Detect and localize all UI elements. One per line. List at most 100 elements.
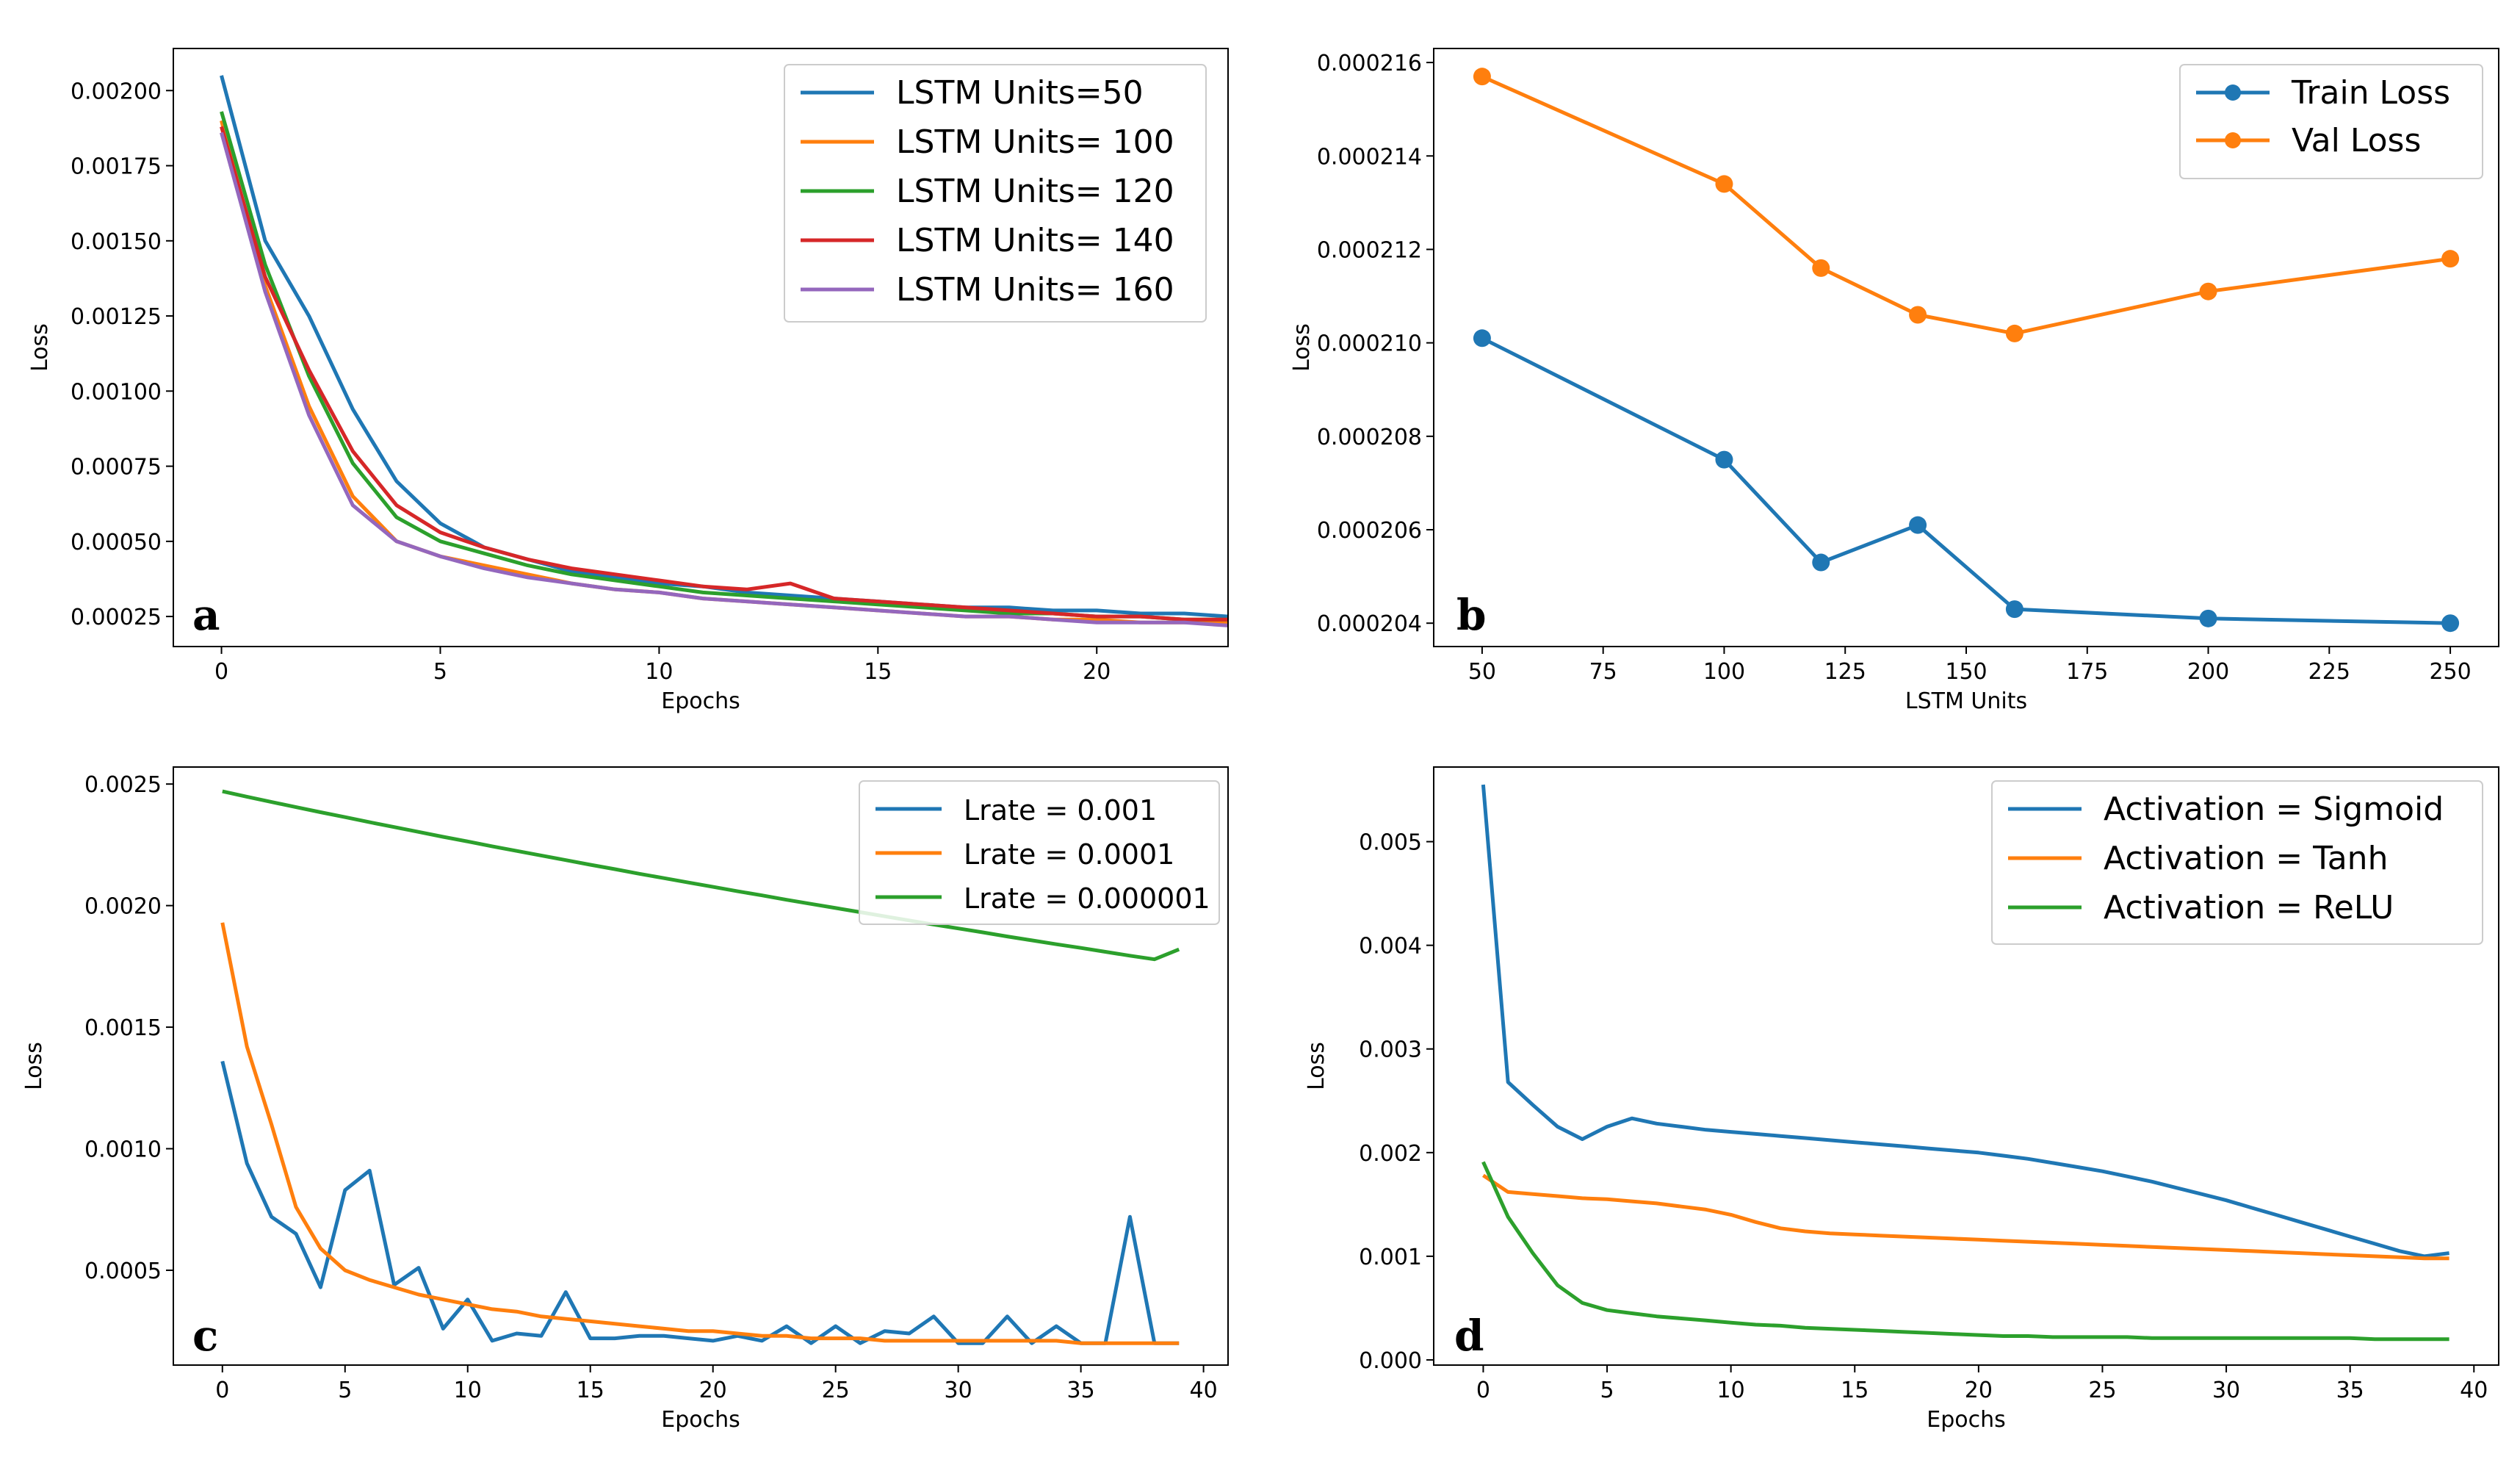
data-point: [2005, 324, 2023, 342]
legend-label: LSTM Units= 120: [896, 173, 1174, 210]
y-tick-label: 0.002: [1359, 1141, 1422, 1167]
data-point: [2441, 250, 2460, 268]
x-axis-label: Epochs: [661, 1407, 740, 1433]
plot-area: [220, 75, 1228, 627]
x-tick-label: 100: [1703, 659, 1745, 685]
series-line-1: [1481, 336, 2451, 625]
y-tick-label: 0.003: [1359, 1037, 1422, 1063]
legend-label: Train Loss: [2291, 74, 2450, 112]
x-tick-label: 250: [2429, 659, 2471, 685]
legend-label: Lrate = 0.000001: [964, 882, 1210, 915]
legend-marker: [2225, 132, 2241, 148]
chart-panel-b: 50 75 100 125 150 175 200 225 250 0.000204 0.00020…: [1289, 48, 2499, 714]
x-tick-label: 0: [215, 1378, 229, 1403]
y-axis-label: Loss: [21, 1042, 47, 1090]
x-tick-label: 5: [433, 659, 447, 685]
legend-label: LSTM Units= 140: [896, 222, 1174, 259]
y-tick-label: 0.0010: [84, 1137, 162, 1163]
data-point: [2199, 609, 2217, 627]
x-tick-label: 125: [1824, 659, 1866, 685]
series-line-2: [1482, 1173, 2449, 1261]
series-line-3: [1481, 1161, 2449, 1342]
chart-panel-c: 0 5 10 15 20 25 30 35 40 0.0005 0.0010 0.0015 0.0020…: [21, 766, 1229, 1433]
x-tick-label: 30: [2212, 1378, 2240, 1403]
y-tick-label: 0.0025: [84, 772, 162, 798]
data-point: [2199, 282, 2217, 300]
x-tick-label: 40: [2460, 1378, 2488, 1403]
plot-area: [1473, 68, 2460, 633]
y-tick-label: 0.00175: [71, 154, 162, 180]
series-line-5: [220, 132, 1228, 627]
legend-label: Lrate = 0.001: [964, 794, 1157, 827]
data-point: [2441, 614, 2460, 633]
data-point: [1473, 68, 1491, 86]
legend: Train Loss Val Loss: [2179, 64, 2483, 179]
y-tick-label: 0.000208: [1317, 425, 1422, 450]
x-tick-label: 225: [2308, 659, 2350, 685]
x-tick-label: 35: [2336, 1378, 2364, 1403]
legend-label: LSTM Units=50: [896, 74, 1144, 112]
legend-label: Activation = ReLU: [2104, 889, 2394, 926]
x-tick-label: 30: [945, 1378, 972, 1403]
panel-letter: c: [192, 1311, 218, 1361]
data-point: [1909, 516, 1927, 534]
x-tick-label: 10: [645, 659, 673, 685]
x-tick-label: 15: [864, 659, 892, 685]
series-line-1: [220, 1060, 1180, 1345]
data-point: [1473, 329, 1491, 348]
panel-letter: a: [192, 590, 220, 640]
legend-label: Activation = Tanh: [2104, 840, 2388, 877]
data-point: [1812, 553, 1830, 572]
y-tick-label: 0.00100: [71, 379, 162, 405]
y-tick-label: 0.000212: [1317, 237, 1422, 263]
x-tick-label: 20: [699, 1378, 727, 1403]
panel-letter: b: [1456, 590, 1487, 640]
x-tick-label: 10: [1717, 1378, 1745, 1403]
legend: LSTM Units=50 LSTM Units= 100 LSTM Units= …: [784, 64, 1207, 323]
y-tick-label: 0.0020: [84, 894, 162, 920]
x-tick-label: 20: [1965, 1378, 1993, 1403]
legend-box: [859, 780, 1220, 925]
data-point: [1909, 306, 1927, 324]
x-tick-label: 75: [1589, 659, 1617, 685]
legend-box: [1991, 780, 2483, 945]
y-tick-label: 0.00150: [71, 229, 162, 255]
plot-area: [220, 789, 1180, 1345]
x-tick-label: 25: [2088, 1378, 2116, 1403]
chart-panel-d: 0 5 10 15 20 25 30 35 40 0.000 0.001 0.002 0.003 0.00…: [1304, 766, 2499, 1433]
y-axis-label: Loss: [27, 323, 53, 372]
x-tick-label: 15: [577, 1378, 604, 1403]
y-tick-label: 0.00050: [71, 530, 162, 555]
y-axis-label: Loss: [1289, 323, 1315, 372]
axes-frame: [173, 766, 1229, 1366]
x-axis-label: Epochs: [661, 688, 740, 714]
series-line-1: [1481, 784, 2449, 1259]
data-point: [2005, 600, 2023, 619]
y-tick-label: 0.000206: [1317, 518, 1422, 544]
legend: Lrate = 0.001 Lrate = 0.0001 Lrate = 0.000…: [859, 780, 1220, 925]
y-tick-label: 0.001: [1359, 1245, 1422, 1270]
x-axis-label: LSTM Units: [1905, 688, 2027, 714]
x-tick-label: 15: [1841, 1378, 1869, 1403]
chart-panel-a: 0 5 10 15 20 0.00025 0.00050 0.00075 0.00100 0.00…: [27, 48, 1229, 714]
y-tick-label: 0.000214: [1317, 144, 1422, 170]
y-tick-label: 0.000: [1359, 1348, 1422, 1374]
axes-frame: [173, 48, 1229, 647]
x-axis-label: Epochs: [1927, 1407, 2006, 1433]
y-tick-label: 0.00200: [71, 79, 162, 104]
y-tick-label: 0.000216: [1317, 51, 1422, 76]
x-tick-label: 50: [1468, 659, 1496, 685]
x-tick-label: 25: [822, 1378, 850, 1403]
x-tick-label: 35: [1067, 1378, 1095, 1403]
data-point: [1715, 175, 1733, 193]
data-point: [1715, 450, 1733, 469]
data-point: [1812, 259, 1830, 277]
series-line-4: [220, 126, 1228, 622]
x-tick-label: 0: [214, 659, 228, 685]
y-tick-label: 0.00075: [71, 455, 162, 480]
x-tick-label: 5: [1600, 1378, 1614, 1403]
x-tick-label: 5: [338, 1378, 352, 1403]
y-tick-label: 0.0015: [84, 1015, 162, 1041]
x-tick-label: 40: [1190, 1378, 1218, 1403]
